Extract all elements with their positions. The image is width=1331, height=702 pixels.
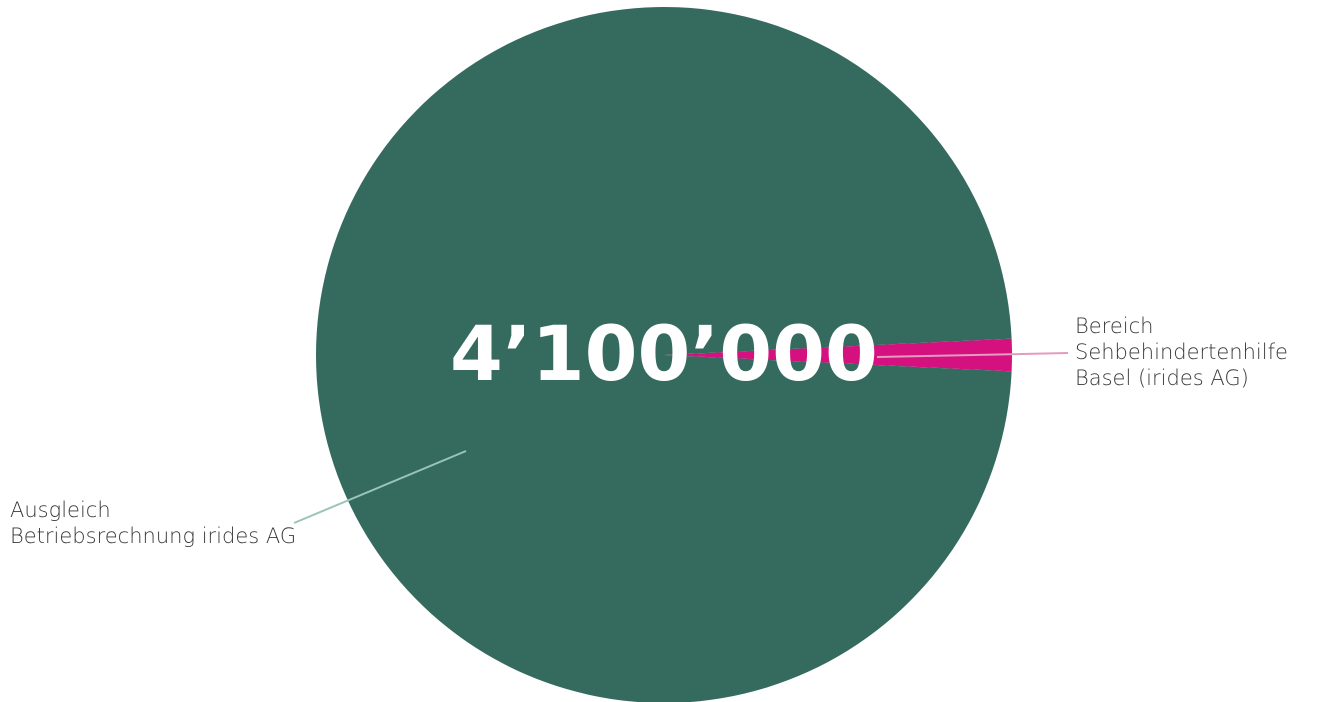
slice-label-line: Basel (irides AG) [1075,366,1249,390]
slice-label-line: Betriebsrechnung irides AG [10,524,296,548]
slice-labels: Bereich Sehbehindertenhilfe Basel (irides … [10,314,1288,548]
pie-slice-0 [664,338,1012,372]
slice-label-line: Bereich [1075,314,1153,338]
pie-slices [316,7,1012,702]
slice-label-1: Ausgleich Betriebsrechnung irides AG [10,498,296,548]
pie-slice-1 [316,7,1012,702]
leader-line-0 [876,352,1069,358]
leader-line-1 [293,450,467,524]
slice-label-line: Ausgleich [10,498,111,522]
center-total-label: 4’100’000 [450,309,878,398]
slice-label-line: Sehbehindertenhilfe [1075,340,1288,364]
slice-label-0: Bereich Sehbehindertenhilfe Basel (irides … [1075,314,1288,390]
